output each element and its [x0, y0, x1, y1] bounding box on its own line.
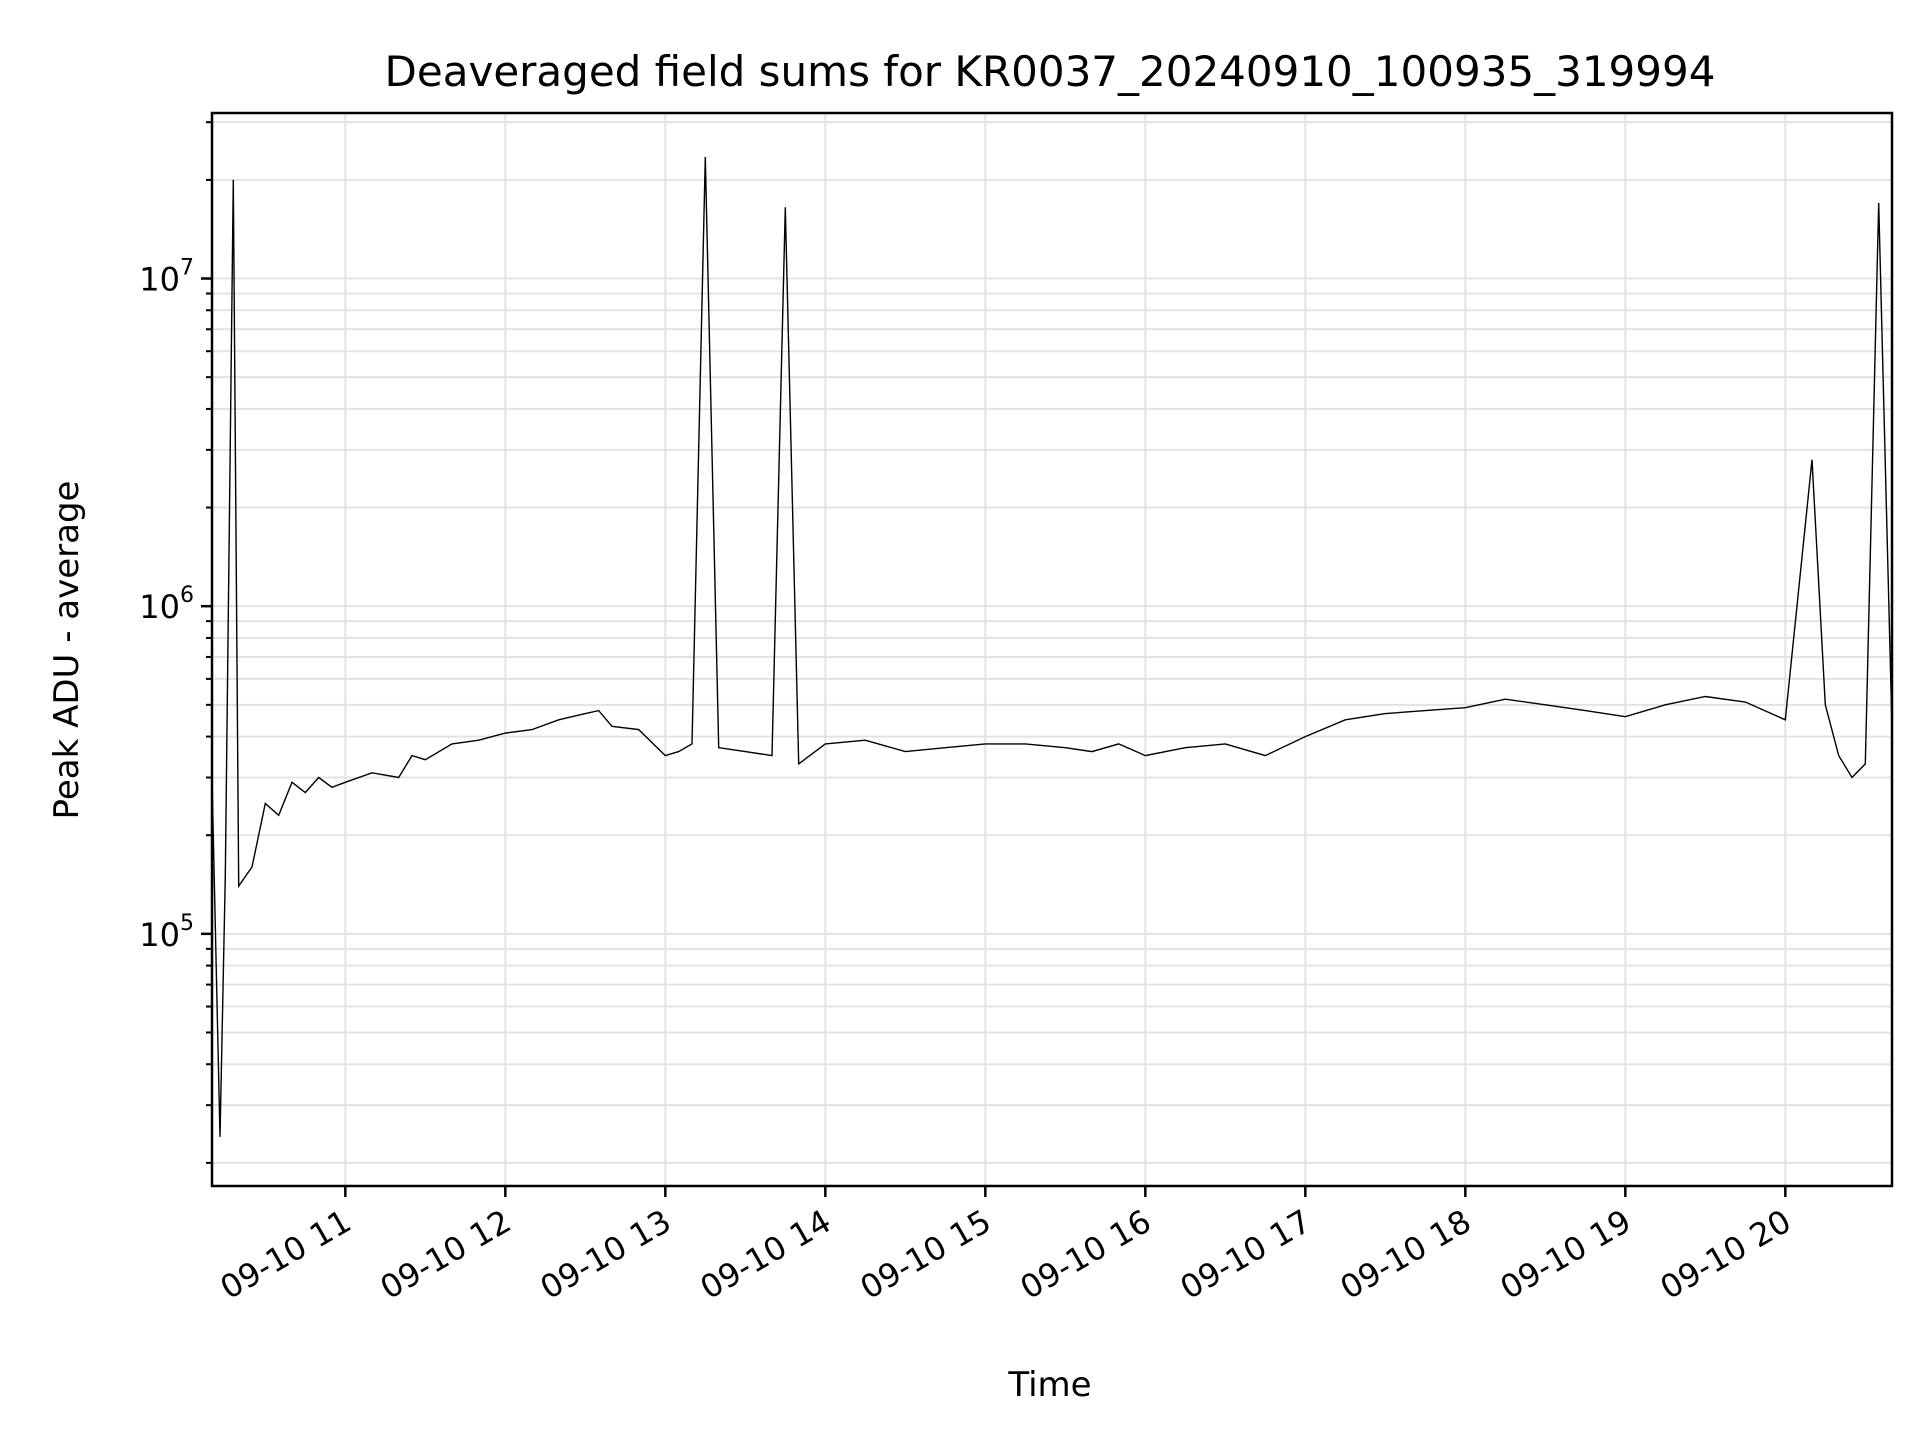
- chart-title: Deaveraged field sums for KR0037_2024091…: [385, 47, 1716, 96]
- y-tick-label: 107: [139, 256, 194, 299]
- y-tick-label: 105: [139, 911, 194, 954]
- y-tick-label: 106: [139, 583, 194, 626]
- series-line: [211, 156, 1893, 1137]
- y-axis-label: Peak ADU - average: [47, 481, 87, 820]
- y-axis-ticks: 105 106 107: [139, 121, 212, 1164]
- plot-frame: [210, 111, 1894, 1188]
- series-polyline: [211, 156, 1893, 1137]
- grid: [212, 113, 1892, 1186]
- x-axis-label: Time: [1007, 1365, 1091, 1405]
